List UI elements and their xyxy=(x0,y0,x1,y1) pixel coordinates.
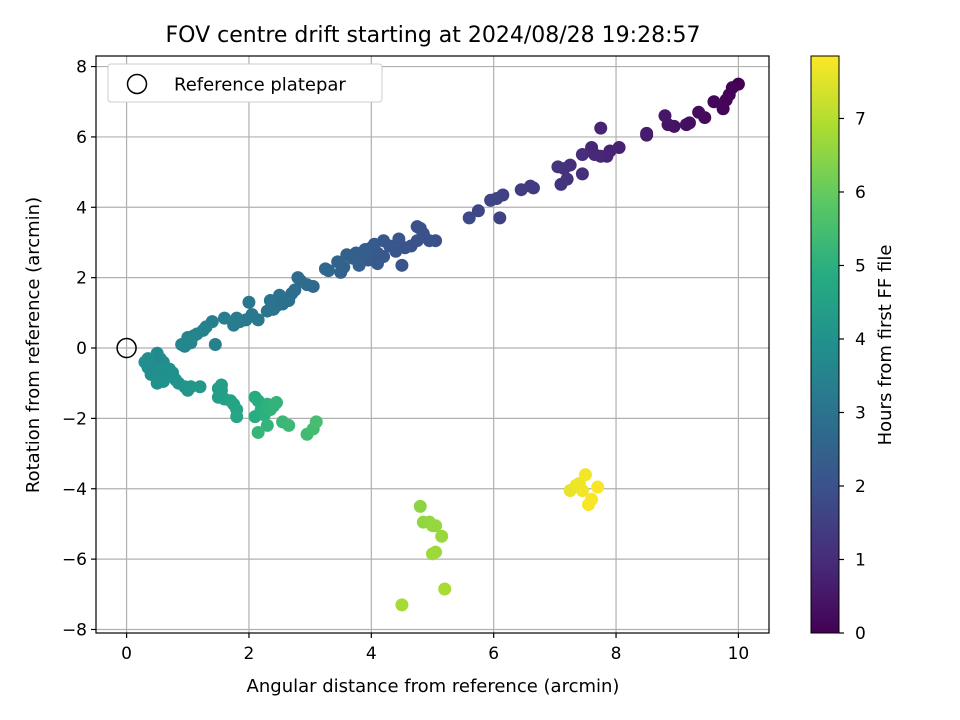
colorbar-tick-label: 2 xyxy=(855,477,866,497)
colorbar-tick-label: 7 xyxy=(855,109,866,129)
x-axis-label: Angular distance from reference (arcmin) xyxy=(247,676,620,697)
colorbar-label: Hours from first FF file xyxy=(875,245,896,446)
y-tick-label: 8 xyxy=(76,58,87,78)
legend-label: Reference platepar xyxy=(174,75,346,96)
chart-title: FOV centre drift starting at 2024/08/28 … xyxy=(166,23,701,48)
data-point xyxy=(331,255,345,269)
plot-frame xyxy=(95,55,770,634)
y-tick-label: −4 xyxy=(62,480,87,500)
data-point xyxy=(269,396,283,410)
colorbar-tick-label: 4 xyxy=(855,330,866,350)
data-point xyxy=(591,480,605,494)
data-point xyxy=(554,177,568,191)
colorbar xyxy=(810,55,840,634)
data-point xyxy=(260,418,274,432)
data-point xyxy=(551,160,565,174)
data-point xyxy=(318,262,332,276)
data-point xyxy=(575,484,589,498)
data-point xyxy=(208,338,222,351)
data-point xyxy=(640,126,654,140)
x-axis-ticks: 0 2 4 6 8 10 xyxy=(121,633,749,664)
data-point xyxy=(395,598,409,612)
data-point xyxy=(263,294,277,308)
data-point xyxy=(588,148,602,162)
legend: Reference platepar xyxy=(107,63,383,103)
data-point xyxy=(413,499,427,513)
data-point xyxy=(184,380,198,394)
data-point xyxy=(340,248,354,262)
data-point xyxy=(150,376,164,390)
data-point xyxy=(175,338,189,351)
data-point xyxy=(217,311,231,325)
data-point xyxy=(679,118,693,132)
y-tick-label: 6 xyxy=(76,128,87,148)
grid-lines xyxy=(96,56,769,633)
data-point xyxy=(438,582,452,596)
colorbar-ticks: 0 1 2 3 4 5 6 7 xyxy=(839,109,866,644)
y-axis-label: Rotation from reference (arcmin) xyxy=(23,197,44,493)
x-tick-label: 8 xyxy=(611,644,622,664)
y-tick-label: −6 xyxy=(62,550,87,570)
data-point xyxy=(242,295,256,309)
data-point xyxy=(392,232,406,246)
x-tick-label: 4 xyxy=(366,644,377,664)
data-point xyxy=(493,211,507,225)
data-point xyxy=(575,167,589,181)
data-point xyxy=(214,378,228,392)
colorbar-tick-label: 1 xyxy=(855,550,866,570)
data-point xyxy=(523,179,537,193)
y-tick-label: 0 xyxy=(76,339,87,359)
data-point xyxy=(484,193,498,207)
scatter-points xyxy=(138,77,745,612)
y-tick-label: 2 xyxy=(76,269,87,289)
data-point xyxy=(395,258,409,272)
data-point xyxy=(716,102,730,116)
reference-marker xyxy=(116,337,137,359)
legend-box xyxy=(107,63,383,103)
data-point xyxy=(435,529,449,543)
data-point xyxy=(585,492,599,506)
legend-marker-icon xyxy=(126,73,148,95)
data-point xyxy=(575,148,589,162)
data-point xyxy=(594,121,608,135)
data-point xyxy=(251,425,265,439)
data-point xyxy=(471,204,485,218)
data-point xyxy=(578,468,592,482)
data-point xyxy=(692,105,706,119)
y-tick-label: 4 xyxy=(76,198,87,218)
y-tick-label: −8 xyxy=(62,620,87,640)
data-point xyxy=(282,418,296,432)
data-point xyxy=(193,380,207,394)
data-point xyxy=(141,352,155,366)
x-tick-label: 10 xyxy=(728,644,750,664)
data-point xyxy=(291,271,305,285)
data-point xyxy=(413,221,427,235)
data-point xyxy=(429,519,443,533)
colorbar-tick-label: 0 xyxy=(855,624,866,644)
data-point xyxy=(658,109,672,123)
data-point xyxy=(429,545,443,559)
colorbar-tick-label: 5 xyxy=(855,256,866,276)
data-point xyxy=(309,415,323,429)
y-axis-ticks: −8 −6 −4 −2 0 2 4 6 8 xyxy=(62,58,96,640)
data-point xyxy=(462,211,476,225)
data-point xyxy=(707,95,721,109)
colorbar-tick-label: 3 xyxy=(855,403,866,423)
data-point xyxy=(260,304,274,318)
colorbar-tick-label: 6 xyxy=(855,183,866,203)
data-point xyxy=(251,313,265,327)
data-point xyxy=(334,265,348,279)
data-point xyxy=(227,318,241,332)
data-point xyxy=(370,257,384,271)
x-tick-label: 2 xyxy=(244,644,255,664)
x-tick-label: 6 xyxy=(488,644,499,664)
data-point xyxy=(230,410,244,424)
y-tick-label: −2 xyxy=(62,409,87,429)
x-tick-label: 0 xyxy=(121,644,132,664)
